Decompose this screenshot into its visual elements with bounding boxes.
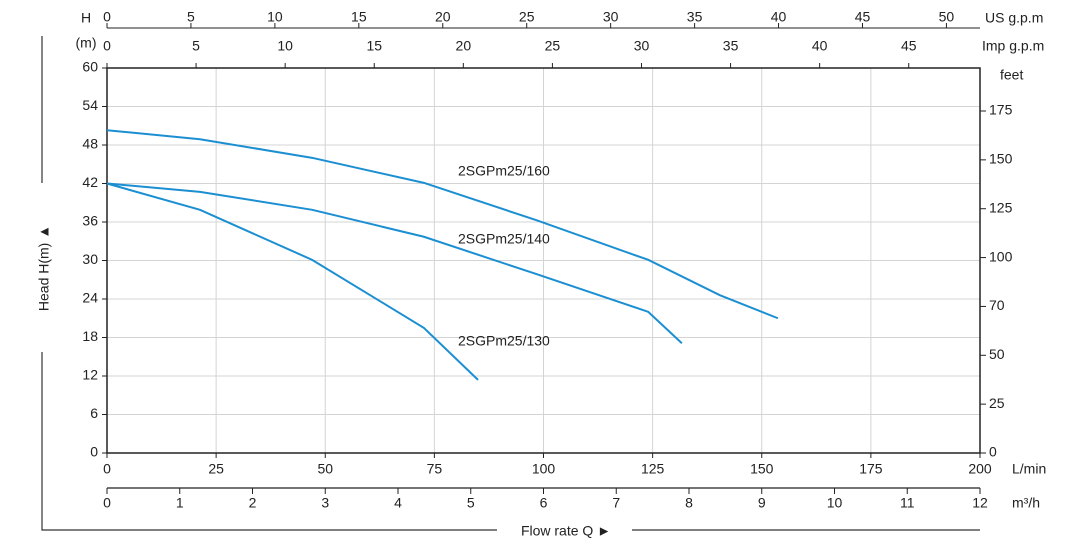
top-tick-label: 0 (103, 9, 111, 25)
y-tick-label: 48 (82, 136, 98, 152)
bottom2-tick-label: 10 (827, 495, 843, 511)
y-tick-label: 54 (82, 97, 98, 113)
bottom2-tick-label: 6 (540, 495, 548, 511)
y2-tick-label: 50 (989, 346, 1005, 362)
bottom2-tick-label: 1 (176, 495, 184, 511)
x-axis-title: Flow rate Q ► (521, 523, 611, 539)
top-tick-label: 15 (351, 9, 367, 25)
y2-tick-label: 100 (989, 248, 1013, 264)
curve (106, 182, 683, 345)
top-tick-label: 35 (723, 38, 739, 54)
x-tick-label: 25 (208, 461, 224, 477)
bottom2-tick-label: 12 (972, 495, 988, 511)
top-tick-label: 25 (519, 9, 535, 25)
x-tick-label: 75 (427, 461, 443, 477)
frame-line (41, 352, 497, 531)
x-tick-label: 0 (103, 461, 111, 477)
top-tick-label: 20 (456, 38, 472, 54)
curve-label: 2SGPm25/140 (458, 231, 550, 247)
y-tick-label: 18 (82, 328, 98, 344)
x-tick-label: 175 (859, 461, 883, 477)
curve-label: 2SGPm25/130 (458, 333, 550, 349)
plot-border (106, 67, 981, 454)
top-tick-label: 0 (103, 38, 111, 54)
y-tick-label: 42 (82, 174, 98, 190)
y2-tick-label: 25 (989, 395, 1005, 411)
y-tick-label: 6 (90, 405, 98, 421)
y-unit: (m) (76, 35, 97, 51)
bottom2-tick-label: 7 (612, 495, 620, 511)
y2-tick-label: 70 (989, 297, 1005, 313)
x-tick-label: 100 (532, 461, 556, 477)
x-tick-label: 50 (317, 461, 333, 477)
y-tick-label: 12 (82, 367, 98, 383)
y2-tick-label: 175 (989, 102, 1013, 118)
curve-label: 2SGPm25/160 (458, 163, 550, 179)
y-tick-label: 0 (90, 444, 98, 460)
bottom2-tick-label: 9 (758, 495, 766, 511)
bottom2-tick-label: 5 (467, 495, 475, 511)
y-tick-label: 24 (82, 290, 98, 306)
top-tick-label: 40 (812, 38, 828, 54)
bottom-unit: m³/h (1012, 495, 1040, 511)
top-unit: US g.p.m (985, 10, 1043, 26)
top-tick-label: 15 (366, 38, 382, 54)
top-unit: Imp g.p.m (982, 38, 1044, 54)
y-tick-label: 60 (82, 59, 98, 75)
top-tick-label: 45 (901, 38, 917, 54)
x-tick-label: 125 (641, 461, 665, 477)
x-tick-label: 200 (968, 461, 992, 477)
bottom2-tick-label: 11 (900, 495, 915, 511)
bottom2-tick-label: 0 (103, 495, 111, 511)
curve (106, 182, 479, 381)
bottom2-tick-label: 2 (249, 495, 257, 511)
top-tick-label: 20 (435, 9, 451, 25)
y2-tick-label: 150 (989, 151, 1013, 167)
top-tick-label: 5 (187, 9, 195, 25)
bottom2-tick-label: 4 (394, 495, 402, 511)
frame (41, 36, 980, 531)
top-tick-label: 50 (939, 9, 955, 25)
y2-tick-label: 0 (989, 444, 997, 460)
top-tick-label: 35 (687, 9, 703, 25)
top-tick-label: 25 (545, 38, 561, 54)
y2-tick-label: 125 (989, 199, 1013, 215)
curve (106, 129, 779, 320)
top-tick-label: 10 (267, 9, 283, 25)
top-tick-label: 5 (192, 38, 200, 54)
top-tick-label: 45 (855, 9, 871, 25)
x-tick-label: 150 (750, 461, 774, 477)
top-tick-label: 30 (603, 9, 619, 25)
y-axis-title: Head H(m) ▲ (36, 225, 52, 311)
bottom2-tick-label: 3 (321, 495, 329, 511)
bottom2-tick-label: 8 (685, 495, 693, 511)
y-tick-label: 30 (82, 251, 98, 267)
y2-unit: feet (1000, 67, 1023, 83)
x-unit: L/min (1012, 461, 1046, 477)
top-tick-label: 30 (634, 38, 650, 54)
y-unit: H (81, 10, 91, 26)
top-tick-label: 10 (277, 38, 293, 54)
y-tick-label: 36 (82, 213, 98, 229)
top-tick-label: 40 (771, 9, 787, 25)
